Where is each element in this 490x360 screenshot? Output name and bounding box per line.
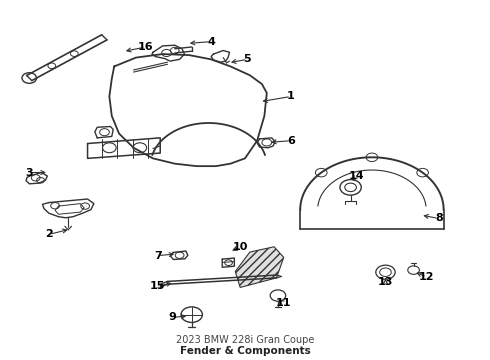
Polygon shape [235,247,284,287]
Text: 13: 13 [378,277,393,287]
Text: 2023 BMW 228i Gran Coupe: 2023 BMW 228i Gran Coupe [176,336,314,346]
Text: 9: 9 [169,312,176,323]
Text: 6: 6 [287,136,295,146]
Text: 12: 12 [419,272,435,282]
Text: 5: 5 [244,54,251,64]
Text: 2: 2 [45,229,53,239]
Text: 16: 16 [138,42,153,52]
Text: 1: 1 [287,91,295,102]
Text: 10: 10 [232,242,248,252]
Text: 11: 11 [276,298,292,308]
Text: 3: 3 [25,167,33,177]
Text: 8: 8 [435,213,442,224]
Text: 7: 7 [154,251,162,261]
Text: Fender & Components: Fender & Components [180,346,310,356]
Text: 4: 4 [207,37,215,47]
Text: 14: 14 [348,171,364,181]
Text: 15: 15 [150,281,166,291]
